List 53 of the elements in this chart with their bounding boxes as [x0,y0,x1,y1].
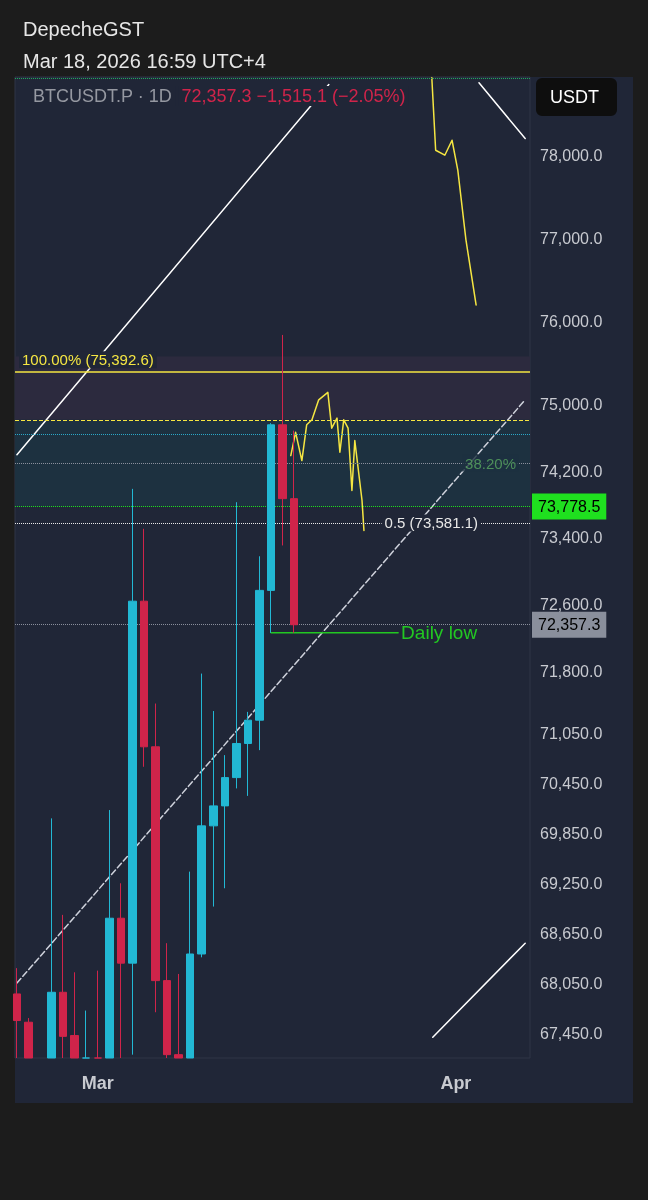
y-tick-label: 71,050.0 [540,725,603,742]
candlestick [47,817,56,1059]
candlestick [94,970,102,1059]
candlestick [174,973,183,1059]
y-tick-label: 76,000.0 [540,313,603,331]
candlestick [197,673,206,958]
y-tick-label: 74,200.0 [540,462,603,480]
y-tick-label: 75,000.0 [540,396,603,414]
x-tick-label: Apr [440,1073,472,1093]
line-series [431,77,477,306]
y-tick-label: 67,450.0 [540,1024,603,1042]
y-tick-label: 69,250.0 [540,874,603,892]
y-tick-label: 69,850.0 [540,824,603,842]
candlestick [186,871,194,1059]
annotation: BTCUSDT.P · 1D [33,86,172,106]
candlestick [267,422,275,634]
candlestick [151,703,160,1013]
candlestick [278,334,287,546]
y-tick-label: 70,450.0 [540,774,603,792]
candlestick [70,971,79,1059]
candlestick [163,942,171,1059]
candlestick [140,528,148,768]
y-axis-title: USDT [550,87,599,107]
y-tick-label: 71,800.0 [540,662,603,680]
candlestick [105,809,114,1059]
candlestick [59,914,67,1059]
ref-line-label: 72,357.3 [538,616,601,634]
candlestick [290,430,298,634]
ref-line-label: 100.00% (75,392.6) [22,351,154,369]
series-label: Daily low [401,622,478,644]
candlestick [244,711,252,797]
ref-line-label: 0.5 (73,581.1) [384,514,478,532]
y-tick-label: 77,000.0 [540,229,603,247]
annotation: 72,357.3 −1,515.1 (−2.05%) [181,86,406,106]
y-tick-label: 68,650.0 [540,924,603,942]
annotation: 38.20% [465,454,516,472]
y-tick-label: 72,600.0 [540,596,603,614]
ref-line-label: 73,778.5 [538,497,601,515]
y-tick-label: 73,400.0 [540,529,603,547]
candlestick [13,967,21,1059]
y-tick-label: 68,050.0 [540,974,603,992]
candlestick [24,1017,33,1059]
candlestick [255,555,264,751]
candlestick [117,882,125,1059]
candlestick [128,488,137,1056]
y-tick-label: 78,000.0 [540,146,603,164]
x-tick-label: Mar [81,1073,114,1093]
candlestick [209,710,218,908]
chart-title: DepecheGST [23,18,145,40]
candlestick [232,501,241,789]
candlestick [82,1010,90,1059]
chart-subtitle: Mar 18, 2026 16:59 UTC+4 [23,50,266,72]
candlestick [221,754,229,889]
